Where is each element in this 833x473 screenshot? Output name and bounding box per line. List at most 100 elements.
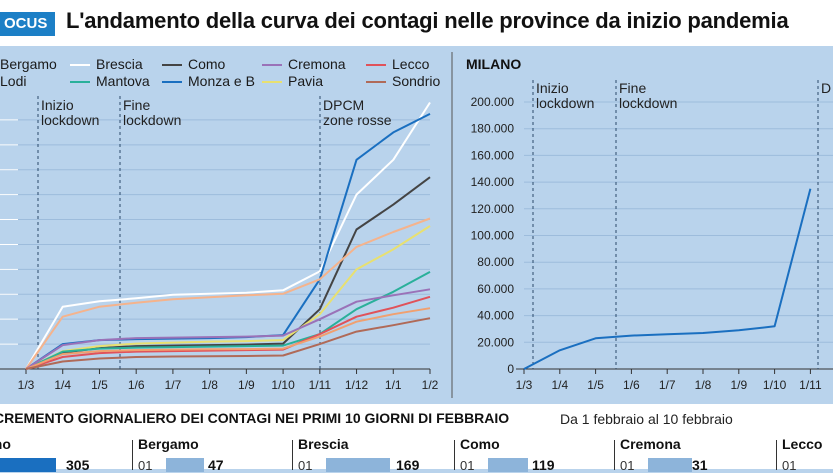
province-bar xyxy=(166,458,204,472)
x-tick-label: 1/9 xyxy=(730,378,747,392)
x-tick-label: 1/7 xyxy=(659,378,676,392)
legend-label: Mantova xyxy=(96,73,150,89)
daily-increment-subtitle: Da 1 febbraio al 10 febbraio xyxy=(560,411,733,427)
legend-item-lecco: Lecco xyxy=(366,56,429,72)
y-tick-label: 160.000 xyxy=(471,148,515,162)
province-col-bergamo: Bergamo 01 47 xyxy=(138,432,288,473)
series-line-cremona xyxy=(25,288,431,370)
province-bar xyxy=(488,458,528,472)
x-tick-label: 1/5 xyxy=(91,378,108,392)
legend-swatch xyxy=(366,81,386,84)
annotation-label: Fine xyxy=(123,97,150,113)
col-separator xyxy=(132,440,133,470)
x-tick-label: 1/7 xyxy=(165,378,182,392)
province-day: 01 xyxy=(138,458,153,473)
province-col-cremona: Cremona 01 31 xyxy=(620,432,770,473)
series-line-lecco xyxy=(25,295,431,370)
province-name: Brescia xyxy=(298,436,349,452)
legend-label: Como xyxy=(188,56,226,72)
province-col-brescia: Brescia 01 169 xyxy=(298,432,448,473)
daily-increment-title: CREMENTO GIORNALIERO DEI CONTAGI NEI PRI… xyxy=(0,410,510,426)
y-tick-label: 60.000 xyxy=(477,282,514,296)
province-value: 169 xyxy=(396,457,420,473)
y-tick-label: 140.000 xyxy=(471,175,515,189)
province-col-milano: ano 305 xyxy=(0,432,126,473)
legend-item-monza: Monza e B xyxy=(162,73,255,89)
series-line-como xyxy=(25,176,431,370)
annotation-label: lockdown xyxy=(619,95,677,111)
daily-increment-panel: CREMENTO GIORNALIERO DEI CONTAGI NEI PRI… xyxy=(0,404,833,473)
province-value: 31 xyxy=(692,457,708,473)
y-tick-label: 80.000 xyxy=(477,255,514,269)
x-tick-label: 1/11 xyxy=(309,378,332,392)
y-tick-label: 40.000 xyxy=(477,309,514,323)
legend-swatch xyxy=(70,81,90,84)
province-name: ano xyxy=(0,436,11,452)
province-bar xyxy=(0,458,56,472)
legend-item-como: Como xyxy=(162,56,225,72)
province-day: 01 xyxy=(620,458,635,473)
province-day: 01 xyxy=(782,458,797,473)
legend-swatch xyxy=(162,64,182,67)
legend-label: Lecco xyxy=(392,56,430,72)
col-separator xyxy=(776,440,777,470)
legend-label: Sondrio xyxy=(392,73,441,89)
legend-label: Brescia xyxy=(96,56,143,72)
x-tick-label: 1/8 xyxy=(695,378,712,392)
series-line-sondrio xyxy=(25,317,431,370)
x-tick-label: 1/5 xyxy=(587,378,604,392)
x-tick-label: 1/6 xyxy=(128,378,145,392)
x-tick-label: 1/6 xyxy=(623,378,640,392)
legend-swatch xyxy=(70,64,90,67)
legend-label: Cremona xyxy=(288,56,346,72)
x-tick-label: 1/10 xyxy=(763,378,787,392)
province-name: Lecco xyxy=(782,436,823,452)
annotation-label: zone rosse xyxy=(323,112,392,128)
y-tick-label: 20.000 xyxy=(477,335,514,349)
series-line-brescia xyxy=(25,101,431,370)
province-col-como: Como 01 119 xyxy=(460,432,610,473)
annotation-label: lockdown xyxy=(123,112,181,128)
annotation-label: Fine xyxy=(619,80,646,96)
annotation-label: lockdown xyxy=(41,112,99,128)
legend-label: Monza e B xyxy=(188,73,255,89)
provinces-chart: 1/3 1/4 1/5 1/6 1/7 1/8 1/9 1/10 1/11 1/12 1/1 1/2 I… xyxy=(0,96,439,392)
series-line-milano xyxy=(523,188,812,370)
x-tick-label: 1/1 xyxy=(385,378,402,392)
annotation-label: D xyxy=(821,80,831,96)
x-tick-label: 1/4 xyxy=(54,378,71,392)
charts-svg: 1/3 1/4 1/5 1/6 1/7 1/8 1/9 1/10 1/11 1/12 1/1 1/2 I… xyxy=(0,52,833,398)
province-name: Cremona xyxy=(620,436,681,452)
col-separator xyxy=(614,440,615,470)
province-col-lecco: Lecco 01 xyxy=(782,432,833,473)
y-tick-label: 120.000 xyxy=(471,202,515,216)
legend-item-mantova: Mantova xyxy=(70,73,150,89)
x-tick-label: 1/3 xyxy=(516,378,533,392)
province-day: 01 xyxy=(460,458,475,473)
legend-swatch xyxy=(366,64,386,67)
legend-item-pavia: Pavia xyxy=(262,73,323,89)
legend-item-bergamo: Bergamo xyxy=(0,56,57,72)
x-tick-label: 1/12 xyxy=(345,378,369,392)
legend-item-brescia: Brescia xyxy=(70,56,143,72)
series-line-lodi xyxy=(25,307,431,370)
col-separator xyxy=(454,440,455,470)
x-tick-label: 1/4 xyxy=(551,378,568,392)
annotation-label: Inizio xyxy=(41,97,74,113)
legend-label: Pavia xyxy=(288,73,324,89)
province-value: 305 xyxy=(66,457,90,473)
province-bar xyxy=(648,458,692,472)
legend-item-sondrio: Sondrio xyxy=(366,73,440,89)
milano-chart: 0 20.000 40.000 60.000 80.000 100.000 120.000 1… xyxy=(471,80,833,392)
x-tick-label: 1/9 xyxy=(238,378,255,392)
y-tick-label: 180.000 xyxy=(471,122,515,136)
province-name: Como xyxy=(460,436,500,452)
legend-label: Bergamo xyxy=(0,56,57,72)
y-tick-label: 200.000 xyxy=(471,95,515,109)
series-line-mantova xyxy=(25,271,431,370)
milano-chart-title: MILANO xyxy=(466,56,522,72)
legend-item-cremona: Cremona xyxy=(262,56,346,72)
x-tick-label: 1/8 xyxy=(201,378,218,392)
legend-item-lodi: Lodi xyxy=(0,73,26,89)
annotation-label: lockdown xyxy=(536,95,594,111)
